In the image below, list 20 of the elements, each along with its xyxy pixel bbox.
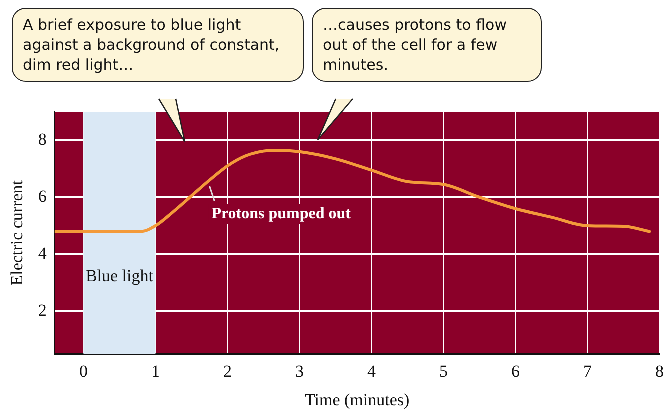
x-tick-label: 0 <box>79 362 88 381</box>
x-tick-label: 4 <box>367 362 376 381</box>
annotation: Protons pumped out <box>212 206 352 223</box>
y-axis-title: Electric current <box>8 180 27 286</box>
x-tick-label: 8 <box>656 362 664 381</box>
y-tick-label: 2 <box>38 300 47 320</box>
text: …causes protons to flow out of the cell for a few minutes. <box>312 8 542 82</box>
x-tick-label: 5 <box>439 362 448 381</box>
x-axis-title: Time (minutes) <box>304 390 410 410</box>
y-tick-label: 8 <box>38 130 47 149</box>
y-tick-label: 6 <box>38 186 47 206</box>
x-tick-label: 7 <box>583 362 592 381</box>
band-label: Blue light <box>86 266 154 286</box>
x-tick-label: 1 <box>151 362 160 381</box>
y-tick-label: 4 <box>38 244 48 263</box>
x-tick-label: 2 <box>223 362 232 381</box>
line-series <box>54 148 652 234</box>
x-tick-label: 6 <box>511 362 520 381</box>
text: A brief exposure to blue light against a background of constant, dim red light… <box>12 8 304 82</box>
x-tick-label: 3 <box>295 362 304 381</box>
